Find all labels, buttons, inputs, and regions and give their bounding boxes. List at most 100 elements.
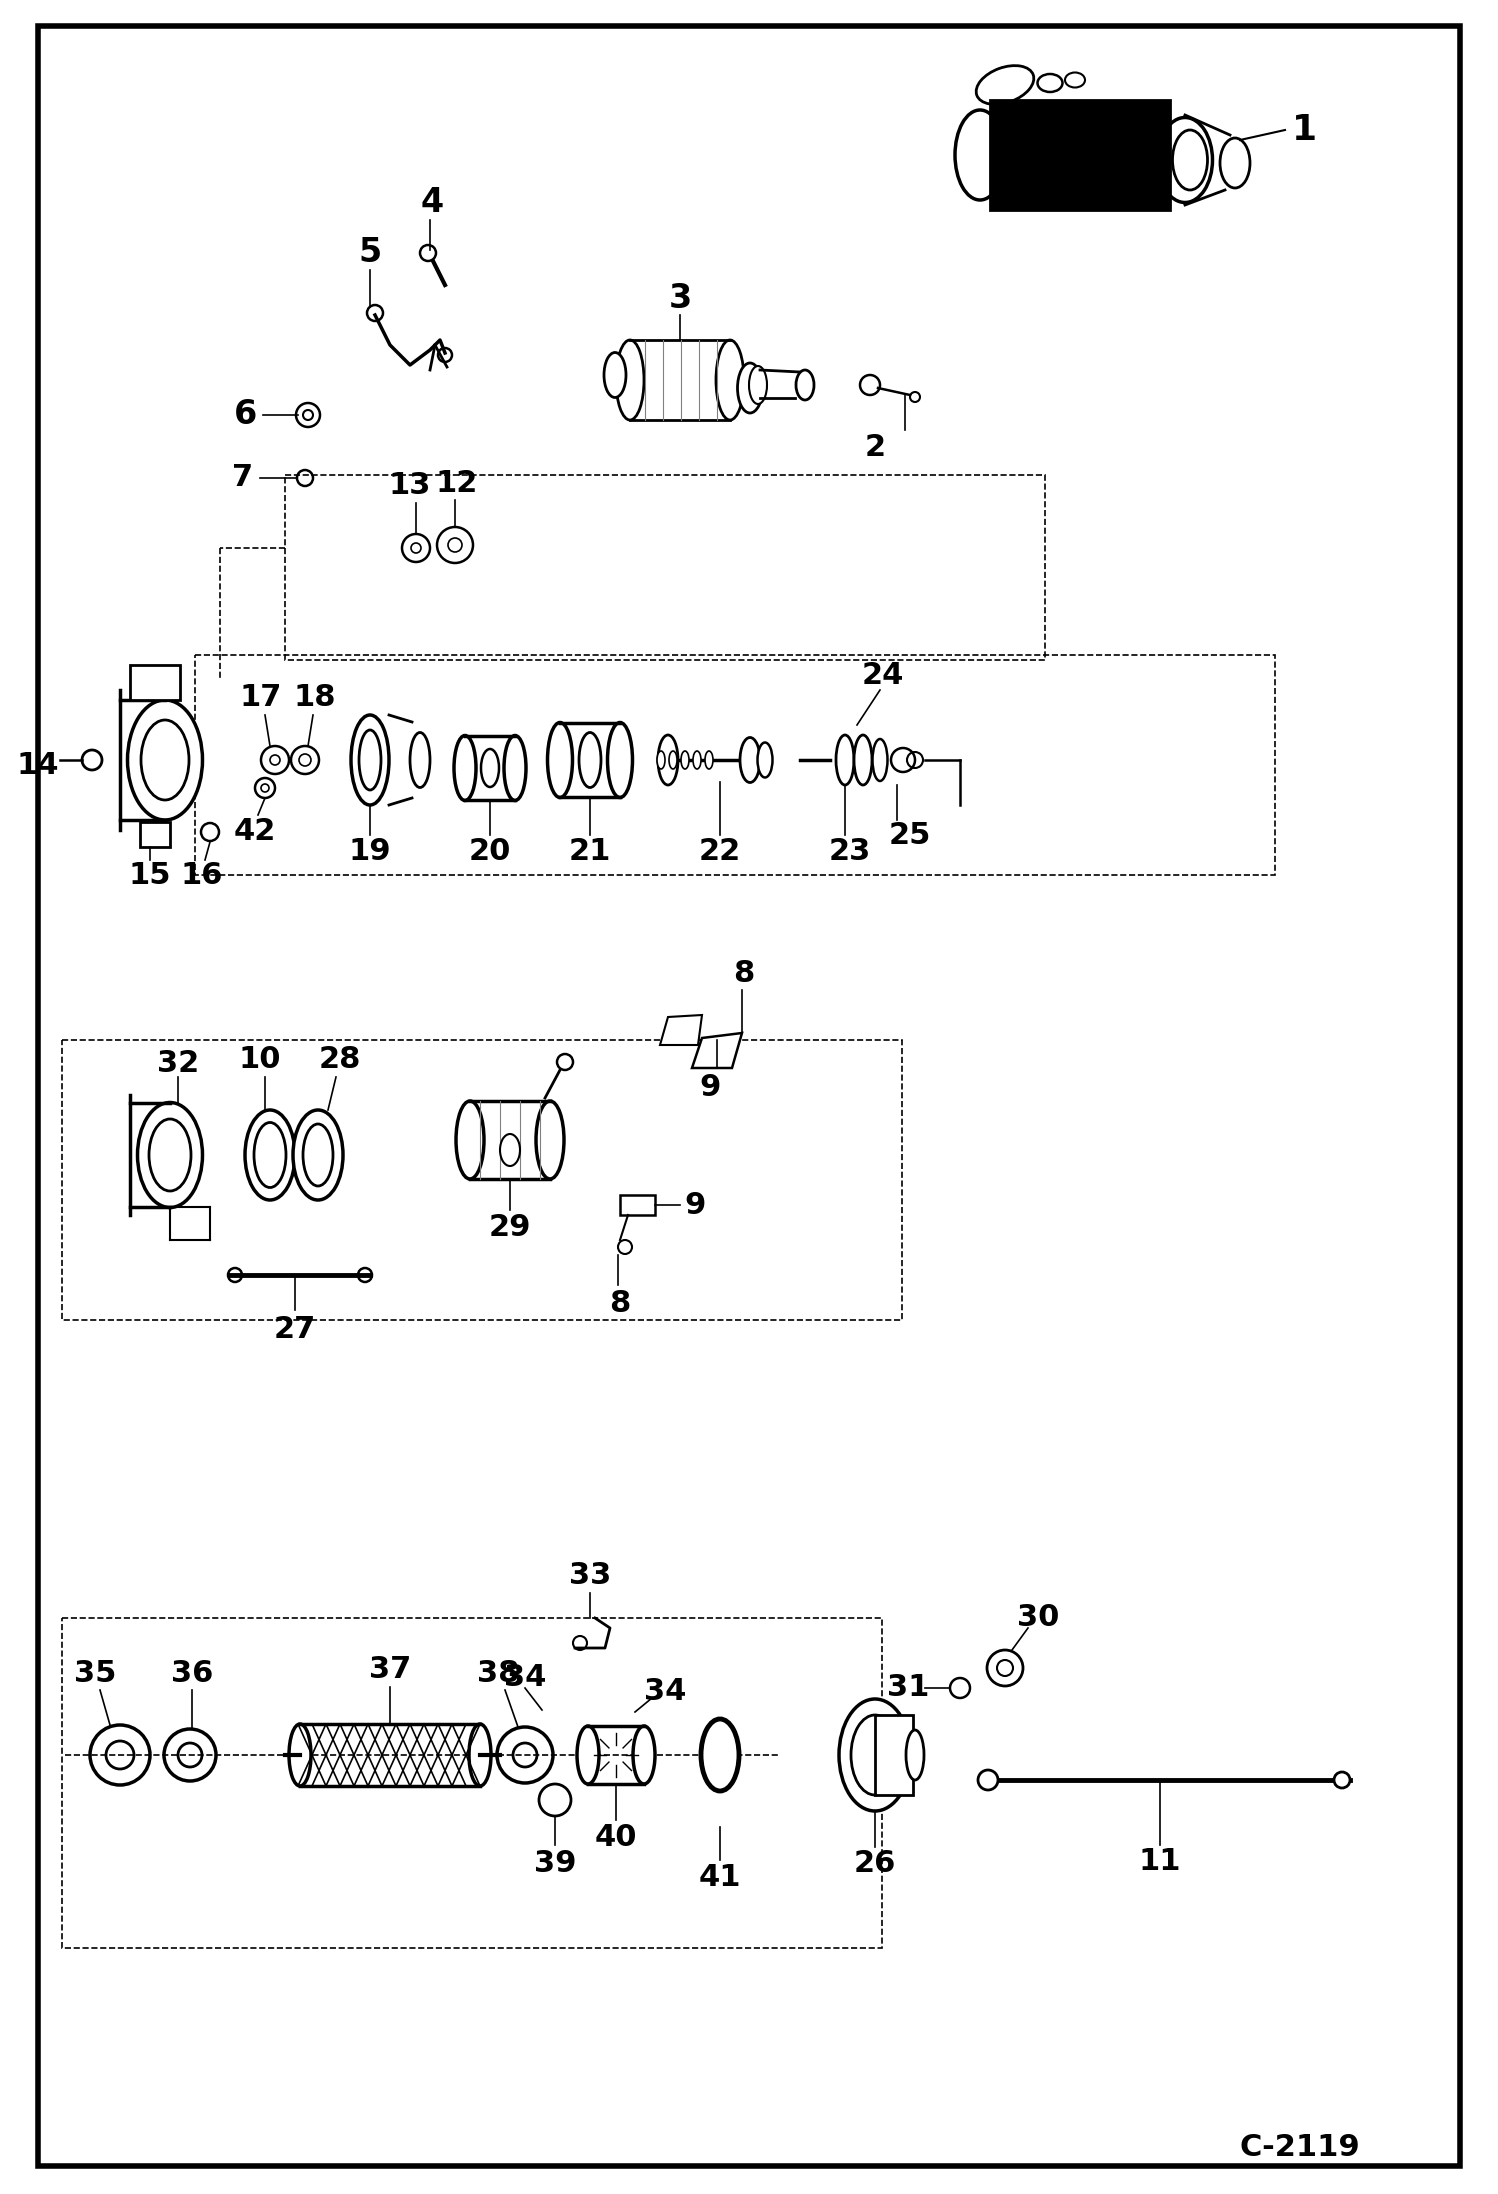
Text: 40: 40 (595, 1823, 637, 1852)
Text: 16: 16 (181, 860, 223, 889)
Ellipse shape (503, 735, 526, 801)
Ellipse shape (360, 731, 380, 790)
Text: 33: 33 (569, 1562, 611, 1591)
Text: 39: 39 (533, 1850, 577, 1878)
Ellipse shape (707, 1727, 733, 1782)
Text: 18: 18 (294, 685, 336, 713)
Text: 19: 19 (349, 838, 391, 867)
Text: 35: 35 (73, 1659, 117, 1687)
Text: 6: 6 (234, 399, 258, 432)
Polygon shape (661, 1016, 703, 1044)
Ellipse shape (410, 733, 430, 788)
Ellipse shape (851, 1716, 899, 1795)
Ellipse shape (454, 735, 476, 801)
Text: 15: 15 (129, 860, 171, 889)
Ellipse shape (1158, 118, 1212, 202)
Ellipse shape (670, 750, 677, 770)
Text: 26: 26 (854, 1850, 896, 1878)
Text: 7: 7 (232, 463, 253, 491)
Ellipse shape (1038, 75, 1062, 92)
Polygon shape (692, 1033, 742, 1068)
Bar (875, 1716, 912, 1795)
Text: 9: 9 (700, 1073, 721, 1104)
Text: 20: 20 (469, 838, 511, 867)
Ellipse shape (836, 735, 854, 785)
Text: 22: 22 (700, 838, 742, 867)
Text: C-2119: C-2119 (1239, 2133, 1360, 2163)
Ellipse shape (536, 1101, 565, 1178)
Ellipse shape (839, 1698, 911, 1810)
Ellipse shape (795, 371, 813, 399)
Text: 23: 23 (828, 838, 872, 867)
Ellipse shape (658, 750, 665, 770)
Bar (990, 101, 1170, 211)
Ellipse shape (706, 750, 713, 770)
Text: 37: 37 (369, 1656, 410, 1685)
Ellipse shape (749, 366, 767, 404)
Text: 25: 25 (888, 821, 932, 849)
Ellipse shape (455, 1101, 484, 1178)
Ellipse shape (634, 1727, 655, 1784)
Ellipse shape (500, 1134, 520, 1165)
Circle shape (82, 750, 102, 770)
Circle shape (1335, 1773, 1350, 1788)
Ellipse shape (289, 1724, 312, 1786)
Ellipse shape (658, 735, 679, 785)
Text: 21: 21 (569, 838, 611, 867)
Text: 32: 32 (157, 1049, 199, 1077)
Text: 36: 36 (171, 1659, 213, 1687)
Ellipse shape (577, 1727, 599, 1784)
Text: 1: 1 (1293, 114, 1318, 147)
Ellipse shape (716, 340, 745, 419)
Text: 24: 24 (861, 660, 905, 689)
Ellipse shape (1065, 72, 1085, 88)
Bar (285, 474, 1046, 660)
Text: 3: 3 (668, 281, 692, 314)
Ellipse shape (906, 1731, 924, 1779)
Text: 28: 28 (319, 1047, 361, 1075)
Ellipse shape (547, 722, 572, 796)
Text: 8: 8 (610, 1288, 631, 1319)
Bar (620, 1196, 655, 1215)
Text: 14: 14 (16, 750, 60, 779)
Circle shape (860, 375, 879, 395)
Ellipse shape (580, 733, 601, 788)
Bar (130, 665, 180, 700)
Ellipse shape (701, 1720, 739, 1790)
Text: 30: 30 (1017, 1604, 1059, 1632)
Text: 8: 8 (734, 959, 755, 987)
Text: 42: 42 (234, 818, 276, 847)
Ellipse shape (758, 742, 773, 777)
Ellipse shape (294, 1110, 343, 1200)
Text: 41: 41 (698, 1863, 742, 1891)
Text: 4: 4 (421, 186, 443, 219)
Text: 13: 13 (389, 472, 431, 500)
Ellipse shape (604, 353, 626, 397)
Ellipse shape (127, 700, 202, 821)
Ellipse shape (956, 110, 1005, 200)
Ellipse shape (737, 362, 762, 412)
Text: 27: 27 (274, 1316, 316, 1345)
Ellipse shape (682, 750, 689, 770)
Bar (61, 1040, 902, 1321)
Ellipse shape (616, 340, 644, 419)
Ellipse shape (141, 720, 189, 801)
Text: 10: 10 (238, 1047, 282, 1075)
Text: 11: 11 (1138, 1847, 1182, 1876)
Ellipse shape (740, 737, 759, 783)
Ellipse shape (1173, 129, 1207, 191)
Circle shape (978, 1771, 998, 1790)
Ellipse shape (351, 715, 389, 805)
Ellipse shape (255, 1123, 286, 1187)
Text: 17: 17 (240, 685, 282, 713)
Ellipse shape (977, 66, 1034, 105)
Ellipse shape (694, 750, 701, 770)
Ellipse shape (1219, 138, 1249, 189)
Ellipse shape (481, 748, 499, 788)
Ellipse shape (138, 1104, 202, 1207)
Ellipse shape (872, 739, 887, 781)
Ellipse shape (469, 1724, 491, 1786)
Ellipse shape (303, 1123, 333, 1187)
Text: 5: 5 (358, 237, 382, 270)
Ellipse shape (608, 722, 632, 796)
